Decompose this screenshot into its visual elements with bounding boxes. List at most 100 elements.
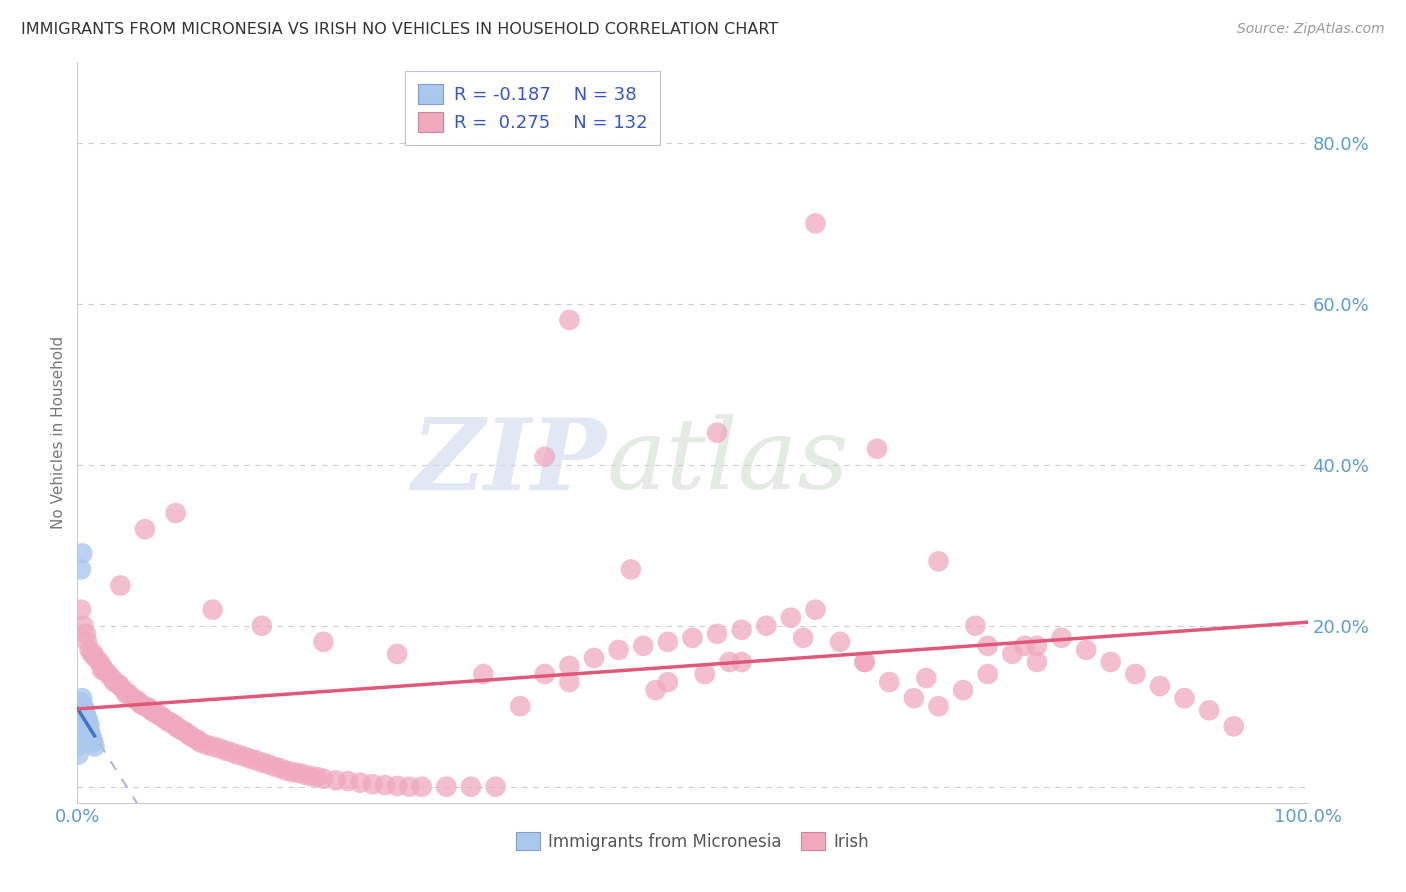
Point xyxy=(70,723,93,738)
Point xyxy=(534,667,557,681)
Point xyxy=(644,683,666,698)
Point xyxy=(312,635,335,649)
Point xyxy=(167,721,190,735)
Point xyxy=(1026,639,1049,653)
Point xyxy=(165,719,187,733)
Point xyxy=(620,562,643,576)
Point xyxy=(159,715,181,730)
Point xyxy=(128,695,150,709)
Point xyxy=(804,216,827,230)
Point xyxy=(245,753,267,767)
Point xyxy=(472,667,495,681)
Point xyxy=(299,769,322,783)
Point xyxy=(79,643,101,657)
Point xyxy=(250,756,273,770)
Point xyxy=(165,506,187,520)
Point xyxy=(804,602,827,616)
Point xyxy=(558,675,581,690)
Point xyxy=(79,719,101,733)
Point xyxy=(67,723,90,738)
Point xyxy=(534,450,557,464)
Point xyxy=(77,731,100,746)
Point xyxy=(90,659,114,673)
Point xyxy=(633,639,655,653)
Point xyxy=(90,663,114,677)
Point xyxy=(93,663,115,677)
Point xyxy=(107,676,129,690)
Point xyxy=(952,683,974,698)
Point xyxy=(70,602,93,616)
Point xyxy=(693,667,716,681)
Point xyxy=(281,765,304,780)
Point xyxy=(195,738,218,752)
Point xyxy=(226,747,249,762)
Point xyxy=(485,780,508,794)
Point xyxy=(201,602,224,616)
Point xyxy=(780,610,803,624)
Point xyxy=(718,655,741,669)
Point xyxy=(411,780,433,794)
Point xyxy=(583,651,606,665)
Point xyxy=(75,723,97,738)
Point xyxy=(125,693,148,707)
Point xyxy=(67,735,90,749)
Point xyxy=(1125,667,1147,681)
Point xyxy=(82,731,104,746)
Point xyxy=(170,723,193,738)
Point xyxy=(263,759,285,773)
Point xyxy=(294,767,316,781)
Point xyxy=(70,727,93,741)
Point xyxy=(977,667,1000,681)
Point xyxy=(156,714,179,728)
Point xyxy=(977,639,1000,653)
Point xyxy=(706,627,728,641)
Point xyxy=(915,671,938,685)
Point xyxy=(67,727,90,741)
Point xyxy=(928,554,950,568)
Point xyxy=(174,725,197,739)
Point xyxy=(180,729,202,743)
Point xyxy=(509,699,531,714)
Point xyxy=(188,735,212,749)
Point xyxy=(1014,639,1036,653)
Point xyxy=(84,651,107,665)
Point xyxy=(69,715,91,730)
Point xyxy=(70,562,93,576)
Point xyxy=(75,707,97,722)
Point xyxy=(288,766,311,780)
Text: Source: ZipAtlas.com: Source: ZipAtlas.com xyxy=(1237,22,1385,37)
Point xyxy=(83,739,105,754)
Text: IMMIGRANTS FROM MICRONESIA VS IRISH NO VEHICLES IN HOUSEHOLD CORRELATION CHART: IMMIGRANTS FROM MICRONESIA VS IRISH NO V… xyxy=(21,22,779,37)
Point xyxy=(76,727,98,741)
Point xyxy=(142,705,165,719)
Point xyxy=(879,675,901,690)
Point xyxy=(69,703,91,717)
Point xyxy=(1223,719,1246,733)
Point xyxy=(385,647,409,661)
Point xyxy=(110,679,132,693)
Point xyxy=(73,727,96,741)
Point xyxy=(69,731,91,746)
Point xyxy=(276,764,298,778)
Point xyxy=(257,757,280,772)
Point xyxy=(232,749,254,764)
Y-axis label: No Vehicles in Household: No Vehicles in Household xyxy=(51,336,66,529)
Point xyxy=(89,655,111,669)
Point xyxy=(97,667,120,681)
Point xyxy=(460,780,482,794)
Point xyxy=(607,643,630,657)
Point xyxy=(138,701,160,715)
Point xyxy=(349,775,371,789)
Point xyxy=(187,733,209,747)
Point xyxy=(731,623,754,637)
Point xyxy=(312,772,335,786)
Point xyxy=(79,735,101,749)
Point xyxy=(1174,691,1197,706)
Point xyxy=(69,719,91,733)
Point xyxy=(853,655,876,669)
Point xyxy=(1149,679,1171,693)
Point xyxy=(682,631,704,645)
Legend: Immigrants from Micronesia, Irish: Immigrants from Micronesia, Irish xyxy=(509,825,876,857)
Point xyxy=(1076,643,1098,657)
Point xyxy=(72,719,94,733)
